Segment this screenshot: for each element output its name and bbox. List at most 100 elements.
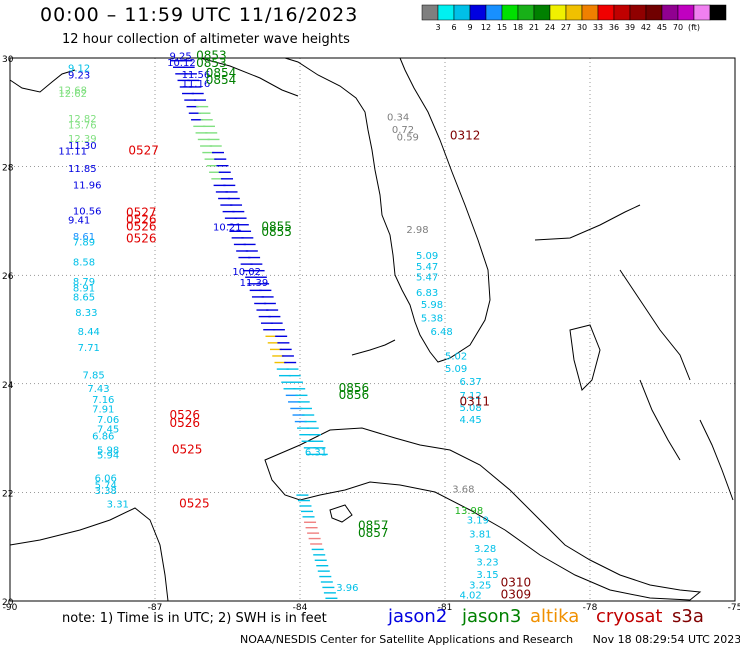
pass-time-label: 0309 xyxy=(501,587,532,601)
wave-height-label: 12.39 xyxy=(68,134,97,145)
pass-time-label: 0526 xyxy=(170,408,201,422)
wave-height-label: 11.56 xyxy=(182,70,211,81)
colorbar-swatch xyxy=(661,4,679,21)
cuba-coastline xyxy=(264,427,702,601)
colorbar-swatch xyxy=(565,4,583,21)
footer-source: NOAA/NESDIS Center for Satellite Applica… xyxy=(240,633,574,646)
pass-time-label: 0312 xyxy=(450,128,481,142)
colorbar-swatch xyxy=(517,4,535,21)
pass-time-label: 0526 xyxy=(126,220,157,234)
cuba-south-track xyxy=(296,494,338,599)
colorbar-label: 24 xyxy=(545,23,555,32)
wave-colorbar: 3 6 9 12 15 18 21 24 27 30 33 36 39 42 45 70 (ft) xyxy=(421,4,727,32)
wave-height-label: 8.33 xyxy=(75,308,97,319)
wave-height-label: 10.02 xyxy=(232,267,261,278)
wave-height-label: 9.23 xyxy=(68,71,90,82)
legend-item-altika: altika xyxy=(530,606,580,627)
lon-tick-label: -81 xyxy=(438,603,453,613)
page-subtitle: 12 hour collection of altimeter wave hei… xyxy=(62,32,350,47)
wave-height-label: 12.82 xyxy=(68,114,97,125)
wave-height-label: 5.94 xyxy=(97,451,119,462)
lon-tick-label: -75 xyxy=(728,603,740,613)
wave-height-label: 7.43 xyxy=(87,384,109,395)
lon-tick-label: -78 xyxy=(583,603,598,613)
wave-height-label: 13.98 xyxy=(455,506,484,517)
isla-juventud-coastline xyxy=(329,504,353,523)
wave-height-label: 7.71 xyxy=(78,343,100,354)
footer: NOAA/NESDIS Center for Satellite Applica… xyxy=(240,633,740,646)
wave-height-label: 8.44 xyxy=(78,327,100,338)
lon-tick-label: -87 xyxy=(148,603,163,613)
wave-height-label: 6.86 xyxy=(92,432,114,443)
wave-height-label: 3.25 xyxy=(469,581,491,592)
wave-height-label: 10.56 xyxy=(73,206,102,217)
wave-height-label: 7.06 xyxy=(97,415,119,426)
pass-time-label: 0854 xyxy=(206,66,237,80)
grid-lines xyxy=(9,57,736,602)
colorbar-swatch xyxy=(693,4,711,21)
colorbar-label: 33 xyxy=(593,23,603,32)
pass-time-label: 0856 xyxy=(339,381,370,395)
colorbar-swatch xyxy=(501,4,519,21)
colorbar-swatch xyxy=(549,4,567,21)
colorbar-label: 6 xyxy=(451,23,456,32)
wave-height-label: 8.61 xyxy=(73,232,95,243)
lat-tick-label: 22 xyxy=(2,489,13,499)
lon-tick-label: -90 xyxy=(3,603,18,613)
page-title: 00:00 – 11:59 UTC 11/16/2023 xyxy=(40,4,359,26)
wave-height-label: 9.12 xyxy=(68,64,90,75)
pass-time-label: 0857 xyxy=(358,518,389,532)
florida-coastline xyxy=(284,57,491,363)
wave-height-label: 3.15 xyxy=(476,570,498,581)
colorbar-swatch xyxy=(597,4,615,21)
bahamas-eleuthera xyxy=(619,269,691,381)
lat-tick-label: 20 xyxy=(2,598,14,608)
bahamas-long-island xyxy=(699,419,734,501)
legend-item-s3a: s3a xyxy=(672,606,704,627)
wave-height-label: 11.16 xyxy=(182,79,211,90)
lat-tick-label: 26 xyxy=(2,272,14,282)
wave-height-label: 10.12 xyxy=(167,58,196,69)
wave-height-label: 5.47 xyxy=(416,262,438,273)
colorbar-label: 45 xyxy=(657,23,667,32)
pass-time-label: 0527 xyxy=(126,206,157,220)
wave-height-label: 5.38 xyxy=(421,313,443,324)
pass-time-label: 0853 xyxy=(196,56,227,70)
bahamas-great-bahama xyxy=(534,204,641,241)
colorbar-label: 12 xyxy=(481,23,491,32)
wave-height-label: 5.47 xyxy=(416,273,438,284)
wave-height-label: 5.09 xyxy=(445,364,467,375)
wave-height-label: 3.19 xyxy=(467,515,489,526)
colorbar-label: 21 xyxy=(529,23,539,32)
colorbar-swatch xyxy=(533,4,551,21)
lat-tick-label: 28 xyxy=(2,164,14,174)
pass-time-label: 0526 xyxy=(170,416,201,430)
footer-timestamp: Nov 18 08:29:54 UTC 2023 xyxy=(592,633,740,646)
colorbar-label: 9 xyxy=(467,23,472,32)
wave-height-label: 7.89 xyxy=(73,237,95,248)
wave-height-label: 6.06 xyxy=(95,474,117,485)
wave-height-label: 9.25 xyxy=(170,52,192,63)
wave-height-label: 8.58 xyxy=(73,257,95,268)
wave-height-label: 6.31 xyxy=(305,447,327,458)
pass-time-label: 0526 xyxy=(126,232,157,246)
wave-height-label: 4.02 xyxy=(460,590,482,601)
wave-height-label: 8.65 xyxy=(73,293,95,304)
wave-height-label: 3.81 xyxy=(469,529,491,540)
wave-height-label: 0.72 xyxy=(392,125,414,136)
colorbar-swatch xyxy=(677,4,695,21)
colorbar-label: 39 xyxy=(625,23,635,32)
wave-height-label: 9.41 xyxy=(68,216,90,227)
wave-height-label: 12.68 xyxy=(58,85,87,96)
pass-time-label: 0855 xyxy=(261,225,292,239)
note-text: note: 1) Time is in UTC; 2) SWH is in fe… xyxy=(62,611,327,626)
colorbar-label: 3 xyxy=(435,23,440,32)
wave-height-label: 6.83 xyxy=(416,288,438,299)
lat-tick-label: 30 xyxy=(2,55,14,65)
yucatan-coastline xyxy=(9,507,169,602)
colorbar-swatch xyxy=(453,4,471,21)
legend-item-cryosat: cryosat xyxy=(596,606,663,627)
wave-height-label: 11.39 xyxy=(240,278,269,289)
colorbar-label: 27 xyxy=(561,23,571,32)
